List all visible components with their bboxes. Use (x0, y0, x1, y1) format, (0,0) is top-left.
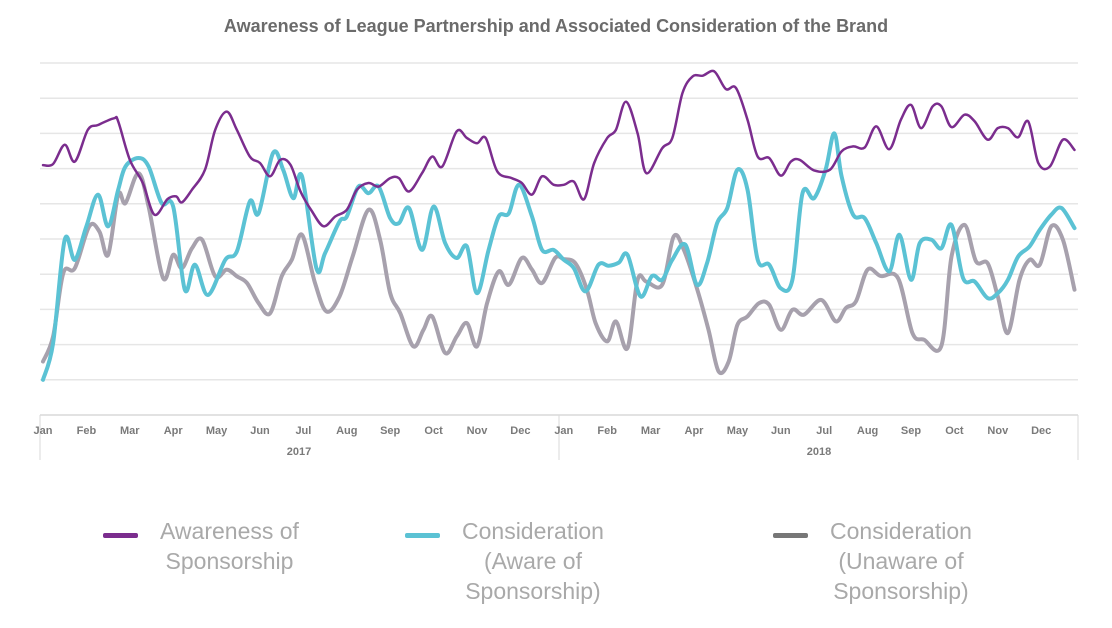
x-tick-label: Dec (510, 425, 530, 437)
x-group-label: 2018 (807, 446, 831, 458)
legend-label-awareness: Awareness of Sponsorship (160, 518, 299, 574)
x-tick-label: Jan (34, 425, 53, 437)
x-tick-label: Aug (857, 425, 878, 437)
x-tick-label: Apr (164, 425, 184, 437)
x-tick-label: May (727, 425, 749, 437)
x-tick-label: Feb (77, 425, 97, 437)
x-tick-label: Mar (641, 425, 661, 437)
x-tick-label: Jan (554, 425, 573, 437)
legend-item-consideration-aware: Consideration (Aware of Sponsorship) (405, 516, 604, 606)
x-tick-label: Oct (424, 425, 443, 437)
legend-item-consideration-unaware: Consideration (Unaware of Sponsorship) (773, 516, 972, 606)
series-line-consideration-aware (41, 131, 1077, 382)
x-tick-label: Nov (987, 425, 1009, 437)
legend-swatch-consideration-unaware (773, 533, 808, 538)
x-tick-label: Jul (295, 425, 311, 437)
x-tick-label: Nov (467, 425, 489, 437)
chart-title: Awareness of League Partnership and Asso… (223, 16, 889, 36)
x-tick-label: Jul (816, 425, 832, 437)
x-tick-label: Dec (1031, 425, 1051, 437)
legend-item-awareness: Awareness of Sponsorship (103, 516, 299, 576)
legend-swatch-awareness (103, 533, 138, 538)
x-tick-label: Mar (120, 425, 140, 437)
x-tick-label: Sep (380, 425, 400, 437)
x-group-label: 2017 (287, 446, 311, 458)
x-tick-label: Feb (597, 425, 617, 437)
line-chart: Jan Feb Mar Apr May Jun Jul Aug Sep Oct Nov Dec Jan F… (34, 62, 1079, 460)
x-tick-label: Aug (336, 425, 357, 437)
x-tick-label: Jun (771, 425, 791, 437)
legend-label-consideration-aware: Consideration (Aware of Sponsorship) (462, 518, 604, 604)
x-tick-label: Oct (945, 425, 964, 437)
series-line-consideration-unaware (41, 171, 1077, 376)
x-tick-label: Jun (250, 425, 270, 437)
x-tick-label: May (206, 425, 228, 437)
legend-label-consideration-unaware: Consideration (Unaware of Sponsorship) (830, 518, 972, 604)
series-line-awareness (41, 69, 1076, 228)
x-tick-label: Sep (901, 425, 921, 437)
legend-swatch-consideration-aware (405, 533, 440, 538)
x-tick-label: Apr (685, 425, 705, 437)
